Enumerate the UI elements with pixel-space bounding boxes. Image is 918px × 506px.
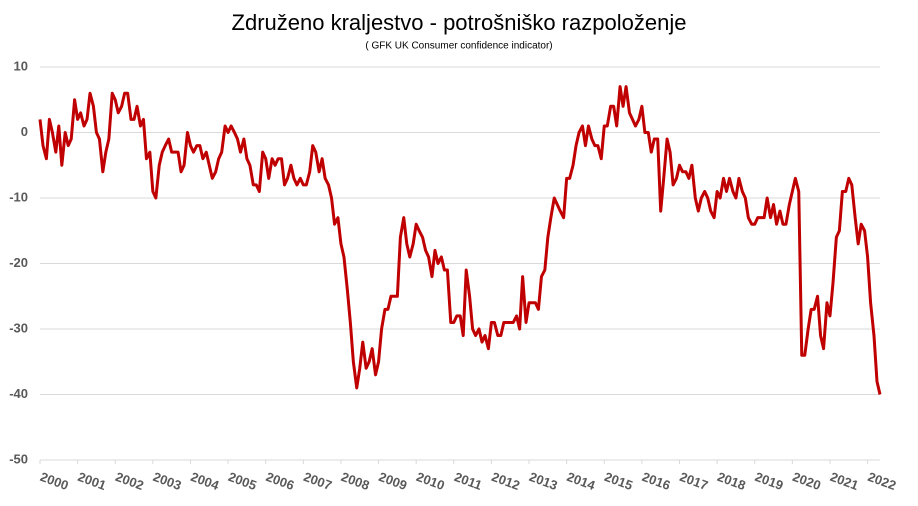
x-tick-label: 2001: [76, 469, 108, 493]
x-tick-label: 2018: [715, 469, 747, 493]
x-tick-label: 2003: [151, 469, 183, 493]
y-tick-label: -30: [9, 320, 28, 335]
x-tick-label: 2012: [490, 469, 522, 493]
chart-title: Združeno kraljestvo - potrošniško razpol…: [232, 10, 687, 35]
x-tick-label: 2004: [189, 469, 222, 493]
x-tick-label: 2022: [866, 469, 898, 493]
data-line: [38, 85, 882, 395]
x-tick-label: 2010: [414, 469, 446, 493]
x-tick-label: 2014: [565, 469, 598, 493]
x-tick-label: 2002: [113, 469, 145, 493]
x-tick-label: 2000: [38, 469, 70, 493]
y-tick-label: -20: [9, 255, 28, 270]
chart-subtitle: ( GFK UK Consumer confidence indicator): [365, 41, 552, 52]
x-tick-label: 2005: [226, 469, 258, 493]
x-tick-label: 2006: [264, 469, 296, 493]
x-tick-label: 2017: [678, 469, 710, 493]
x-tick-label: 2019: [753, 469, 785, 493]
y-tick-label: 0: [21, 124, 28, 139]
x-tick-label: 2013: [527, 469, 559, 493]
x-tick-label: 2009: [377, 469, 409, 493]
x-tick-label: 2016: [640, 469, 672, 493]
x-tick-label: 2007: [302, 469, 334, 493]
y-tick-label: -50: [9, 451, 28, 466]
x-tick-label: 2021: [828, 469, 860, 493]
y-tick-label: -40: [9, 386, 28, 401]
x-tick-label: 2011: [452, 469, 484, 493]
x-tick-label: 2020: [791, 469, 823, 493]
y-tick-label: -10: [9, 189, 28, 204]
x-tick-label: 2015: [602, 469, 634, 493]
y-tick-label: 10: [14, 58, 28, 73]
x-tick-label: 2008: [339, 469, 371, 493]
